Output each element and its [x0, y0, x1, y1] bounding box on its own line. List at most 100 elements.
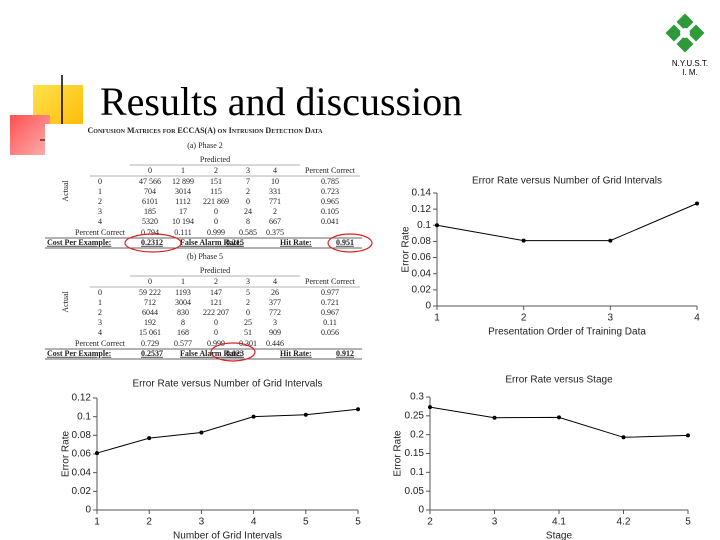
chart: Error Rate versus Number of Grid Interva… — [57, 374, 368, 540]
table-cell: Percent Correct — [75, 339, 126, 348]
table-cell: 667 — [269, 217, 281, 226]
table-cell: 2 — [98, 197, 102, 206]
point — [435, 223, 439, 228]
y-tick-label: 0.1 — [417, 220, 431, 231]
chart-title: Error Rate versus Stage — [505, 375, 613, 386]
column-header: 3 — [246, 277, 250, 286]
point — [356, 407, 360, 412]
column-header: 1 — [181, 166, 185, 175]
table-cell: 147 — [210, 288, 222, 297]
table-cell: 151 — [210, 177, 222, 186]
table-panel — [45, 124, 365, 362]
table-cell: 331 — [269, 187, 281, 196]
table-cell: 772 — [269, 308, 281, 317]
table-cell: 221 869 — [203, 197, 229, 206]
table-cell: 0.446 — [266, 339, 284, 348]
y-tick-label: 0.04 — [412, 268, 432, 279]
summary-label: Hit Rate: — [280, 349, 312, 358]
table-cell: 0 — [246, 197, 250, 206]
x-tick-label: 3 — [199, 517, 205, 528]
table-label: (b) Phase 5 — [187, 252, 223, 261]
table-cell: 0 — [214, 217, 218, 226]
summary-label: Hit Rate: — [280, 238, 312, 247]
table-cell: 26 — [271, 288, 279, 297]
table-cell: 0 — [246, 308, 250, 317]
table-cell: 2 — [246, 187, 250, 196]
table-cell: 0.967 — [321, 308, 339, 317]
x-axis-label: Number of Grid Intervals — [173, 531, 282, 540]
y-tick-label: 0.06 — [72, 449, 92, 460]
y-axis-label: Error Rate — [393, 430, 404, 477]
y-tick-label: 0 — [85, 505, 91, 516]
table-cell: 17 — [179, 207, 187, 216]
column-header: 0 — [148, 277, 152, 286]
table-cell: 0.977 — [321, 288, 339, 297]
table-cell: 4 — [98, 328, 102, 337]
y-tick-label: 0.14 — [412, 188, 432, 199]
table-cell: 3 — [98, 318, 102, 327]
table-cell: 0.965 — [321, 197, 339, 206]
x-tick-label: 4 — [694, 313, 700, 324]
y-tick-label: 0.02 — [412, 284, 432, 295]
y-tick-label: 0.04 — [72, 467, 92, 478]
table-cell: 15 061 — [139, 328, 161, 337]
table-cell: 59 222 — [139, 288, 161, 297]
table-cell: 0 — [214, 318, 218, 327]
table-cell: 3 — [273, 318, 277, 327]
column-header: 0 — [148, 166, 152, 175]
table-cell: 3 — [98, 207, 102, 216]
table-cell: 712 — [144, 298, 156, 307]
table-cell: 0.577 — [174, 339, 192, 348]
x-tick-label: 5 — [355, 517, 361, 528]
table-cell: 1112 — [175, 197, 190, 206]
summary-label: Cost Per Example: — [47, 349, 111, 358]
point — [251, 414, 256, 419]
table-cell: 25 — [244, 318, 252, 327]
line — [436, 203, 698, 242]
chart: Error Rate versus Stage Error Rate Stage 0 0… — [390, 370, 698, 540]
table-cell: 12 899 — [172, 177, 194, 186]
table-cell: 0.999 — [207, 228, 225, 237]
highlight — [210, 342, 256, 362]
x-tick-label: 4.2 — [617, 517, 631, 528]
x-tick-label: 2 — [521, 313, 527, 324]
y-tick-label: 0 — [418, 505, 424, 516]
point — [199, 430, 204, 435]
chart-title: Error Rate versus Number of Grid Interva… — [472, 176, 662, 187]
table-cell: 115 — [210, 187, 222, 196]
plot-bg — [57, 374, 368, 540]
table-cell: 121 — [210, 298, 222, 307]
summary-value: 0.023 — [226, 349, 244, 358]
table-cell: 830 — [177, 308, 189, 317]
column-header: 2 — [214, 166, 218, 175]
table-cell: 24 — [244, 207, 252, 216]
point — [147, 436, 152, 441]
table-cell: 2 — [98, 308, 102, 317]
point — [428, 405, 432, 410]
summary-value: 0.951 — [336, 238, 354, 247]
x-tick-label: 5 — [685, 517, 691, 528]
predicted-label: Predicted — [200, 155, 230, 164]
summary-value: 0.215 — [226, 238, 244, 247]
y-axis-label: Error Rate — [61, 431, 72, 478]
point — [521, 238, 526, 243]
column-header: Percent Correct — [305, 277, 356, 286]
point — [557, 415, 561, 420]
table-cell: 51 — [244, 328, 252, 337]
actual-label: Actual — [61, 180, 70, 202]
line — [96, 408, 359, 454]
x-tick-label: 3 — [608, 313, 614, 324]
predicted-label: Predicted — [200, 266, 230, 275]
table-cell: 8 — [181, 318, 185, 327]
table-cell: 0.785 — [321, 177, 339, 186]
column-header: 4 — [273, 277, 277, 286]
point — [608, 238, 613, 243]
logo-text: I. M. — [682, 68, 698, 77]
table-cell: 6044 — [142, 308, 158, 317]
charts: Error Rate versus Number of Grid Interva… — [57, 171, 707, 540]
x-tick-label: 4.1 — [552, 517, 566, 528]
table-label: (a) Phase 2 — [187, 141, 223, 150]
table-cell: 0.375 — [266, 228, 284, 237]
